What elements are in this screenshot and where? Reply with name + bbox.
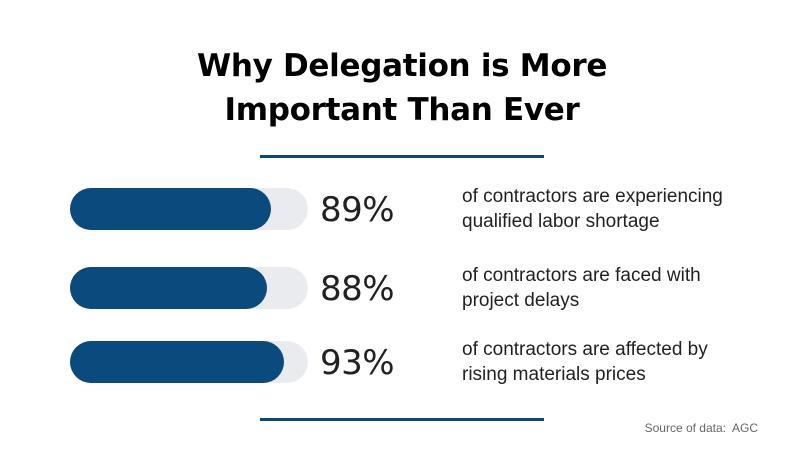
progress-fill-labor-shortage [70, 188, 271, 230]
stat-row-materials-prices: 93% of contractors are affected by risin… [0, 339, 804, 387]
stat-description: of contractors are experiencing qualifie… [462, 184, 782, 234]
stat-row-labor-shortage: 89% of contractors are experiencing qual… [0, 186, 804, 234]
stat-row-project-delays: 88% of contractors are faced with projec… [0, 265, 804, 313]
percentage-value: 93% [320, 343, 395, 383]
stat-description-line-2: project delays [462, 290, 580, 311]
stat-description-line-1: of contractors are faced with [462, 265, 701, 286]
stat-description-line-2: qualified labor shortage [462, 211, 660, 232]
stat-description: of contractors are faced with project de… [462, 263, 782, 313]
divider-top [260, 155, 544, 158]
stat-description-line-1: of contractors are experiencing [462, 186, 723, 207]
progress-track [70, 188, 308, 230]
progress-track [70, 267, 308, 309]
stat-description-line-1: of contractors are affected by [462, 339, 708, 360]
progress-fill-materials-prices [70, 341, 284, 383]
page-title: Why Delegation is More Important Than Ev… [0, 44, 804, 132]
stat-description-line-2: rising materials prices [462, 364, 646, 385]
progress-track [70, 341, 308, 383]
percentage-value: 88% [320, 269, 395, 309]
title-line-2: Important Than Ever [224, 92, 580, 128]
title-line-1: Why Delegation is More [196, 48, 608, 84]
source-note: Source of data: AGC [644, 421, 758, 435]
progress-fill-project-delays [70, 267, 267, 309]
divider-bottom [260, 418, 544, 421]
stat-description: of contractors are affected by rising ma… [462, 337, 782, 387]
percentage-value: 89% [320, 190, 395, 230]
